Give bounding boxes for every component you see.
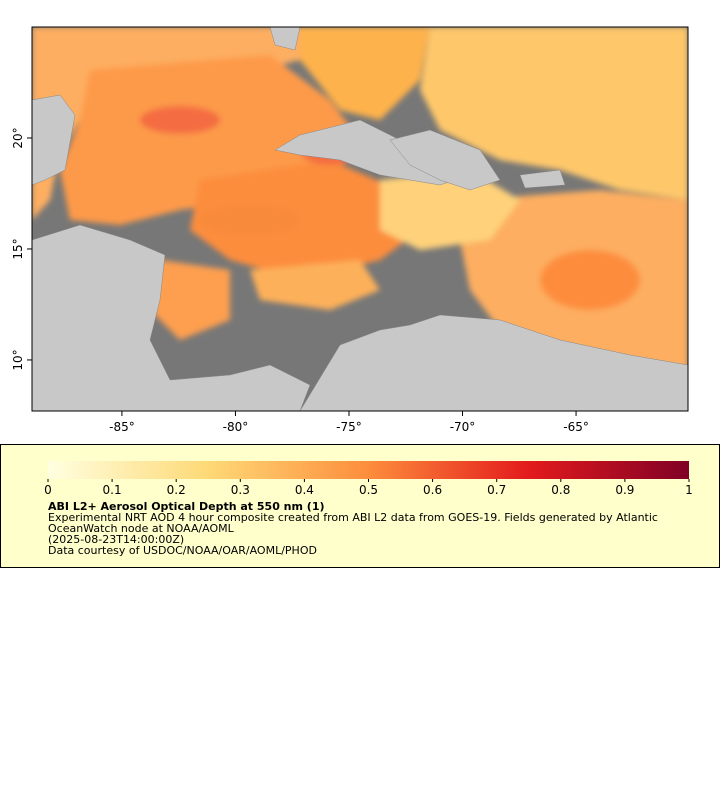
colorbar-tick-label: 1 (685, 483, 693, 497)
y-tick-label: 10° (11, 349, 25, 370)
colorbar-tick-label: 0.8 (551, 483, 570, 497)
y-tick-label: 20° (11, 127, 25, 148)
legend-line: Data courtesy of USDOC/NOAA/OAR/AOML/PHO… (48, 544, 317, 557)
map-frame (31, 26, 689, 412)
x-tick-label: -75° (336, 420, 362, 434)
x-tick-label: -80° (223, 420, 249, 434)
colorbar-ramp (48, 461, 689, 479)
x-tick-label: -65° (563, 420, 589, 434)
aerosol-field (32, 27, 688, 390)
legend-line: Experimental NRT AOD 4 hour composite cr… (48, 511, 658, 535)
colorbar-tick-label: 0.2 (167, 483, 186, 497)
land (32, 27, 688, 411)
colorbar-tick-label: 0.1 (103, 483, 122, 497)
colorbar-tick-label: 0.6 (423, 483, 442, 497)
y-tick-label: 15° (11, 238, 25, 259)
colorbar-tick-label: 0.3 (231, 483, 250, 497)
x-tick-label: -70° (450, 420, 476, 434)
map-plot (32, 27, 688, 411)
legend-line: (2025-08-23T14:00:00Z) (48, 533, 185, 546)
colorbar: 0 0.1 0.2 0.3 0.4 0.5 0.6 0.7 0.8 0.9 1 (44, 461, 693, 497)
colorbar-tick-label: 0.7 (487, 483, 506, 497)
map: -85° -80° -75° -70° -65° 10° 15° 20° (11, 26, 689, 434)
colorbar-tick-label: 0 (44, 483, 52, 497)
colorbar-tick-label: 0.9 (615, 483, 634, 497)
x-tick-label: -85° (109, 420, 135, 434)
legend-text: ABI L2+ Aerosol Optical Depth at 550 nm … (48, 501, 708, 556)
colorbar-tick-label: 0.4 (295, 483, 314, 497)
legend-title: ABI L2+ Aerosol Optical Depth at 550 nm … (48, 500, 325, 513)
legend: 0 0.1 0.2 0.3 0.4 0.5 0.6 0.7 0.8 0.9 1 ABI L2+ Ae… (0, 444, 720, 568)
colorbar-tick-label: 0.5 (359, 483, 378, 497)
